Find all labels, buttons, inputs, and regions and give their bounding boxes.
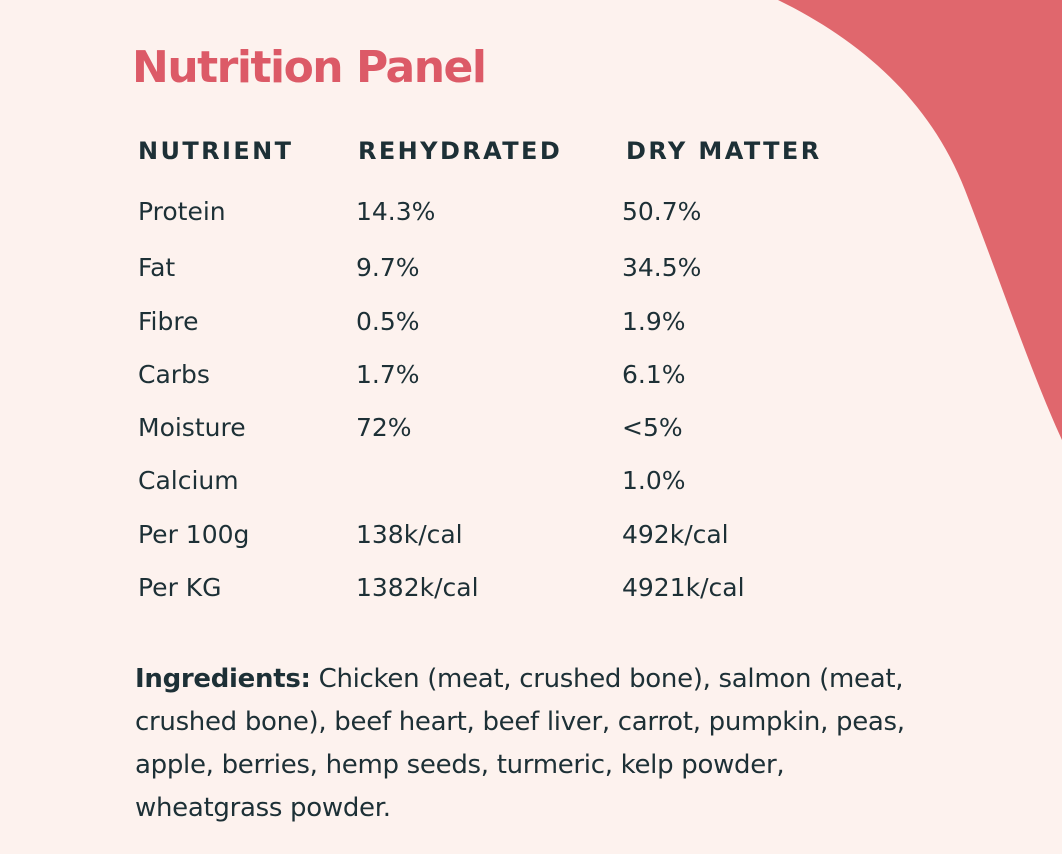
dry-matter-value: 34.5% xyxy=(622,253,702,282)
corner-blob-shape xyxy=(778,0,1062,440)
rehydrated-value: 0.5% xyxy=(356,307,420,336)
dry-matter-value: <5% xyxy=(622,413,683,442)
nutrient-name: Fibre xyxy=(138,307,199,336)
page-title: Nutrition Panel xyxy=(132,42,487,93)
dry-matter-value: 4921k/cal xyxy=(622,573,745,602)
dry-matter-value: 6.1% xyxy=(622,360,686,389)
nutrient-name: Protein xyxy=(138,197,226,226)
rehydrated-value: 138k/cal xyxy=(356,520,463,549)
dry-matter-value: 1.9% xyxy=(622,307,686,336)
rehydrated-value: 1382k/cal xyxy=(356,573,479,602)
rehydrated-value: 9.7% xyxy=(356,253,420,282)
nutrient-name: Calcium xyxy=(138,466,239,495)
column-header-dry-matter: DRY MATTER xyxy=(626,137,822,165)
ingredients-text: Chicken (meat, crushed bone), salmon (me… xyxy=(135,664,905,823)
rehydrated-value: 72% xyxy=(356,413,412,442)
nutrient-name: Per 100g xyxy=(138,520,250,549)
column-header-nutrient: NUTRIENT xyxy=(138,137,294,165)
dry-matter-value: 50.7% xyxy=(622,197,702,226)
column-header-rehydrated: REHYDRATED xyxy=(358,137,563,165)
ingredients-paragraph: Ingredients: Chicken (meat, crushed bone… xyxy=(135,658,935,830)
nutrient-name: Moisture xyxy=(138,413,246,442)
dry-matter-value: 1.0% xyxy=(622,466,686,495)
nutrient-name: Carbs xyxy=(138,360,210,389)
rehydrated-value: 1.7% xyxy=(356,360,420,389)
ingredients-label: Ingredients: xyxy=(135,664,311,694)
nutrient-name: Per KG xyxy=(138,573,222,602)
dry-matter-value: 492k/cal xyxy=(622,520,729,549)
rehydrated-value: 14.3% xyxy=(356,197,436,226)
nutrient-name: Fat xyxy=(138,253,176,282)
